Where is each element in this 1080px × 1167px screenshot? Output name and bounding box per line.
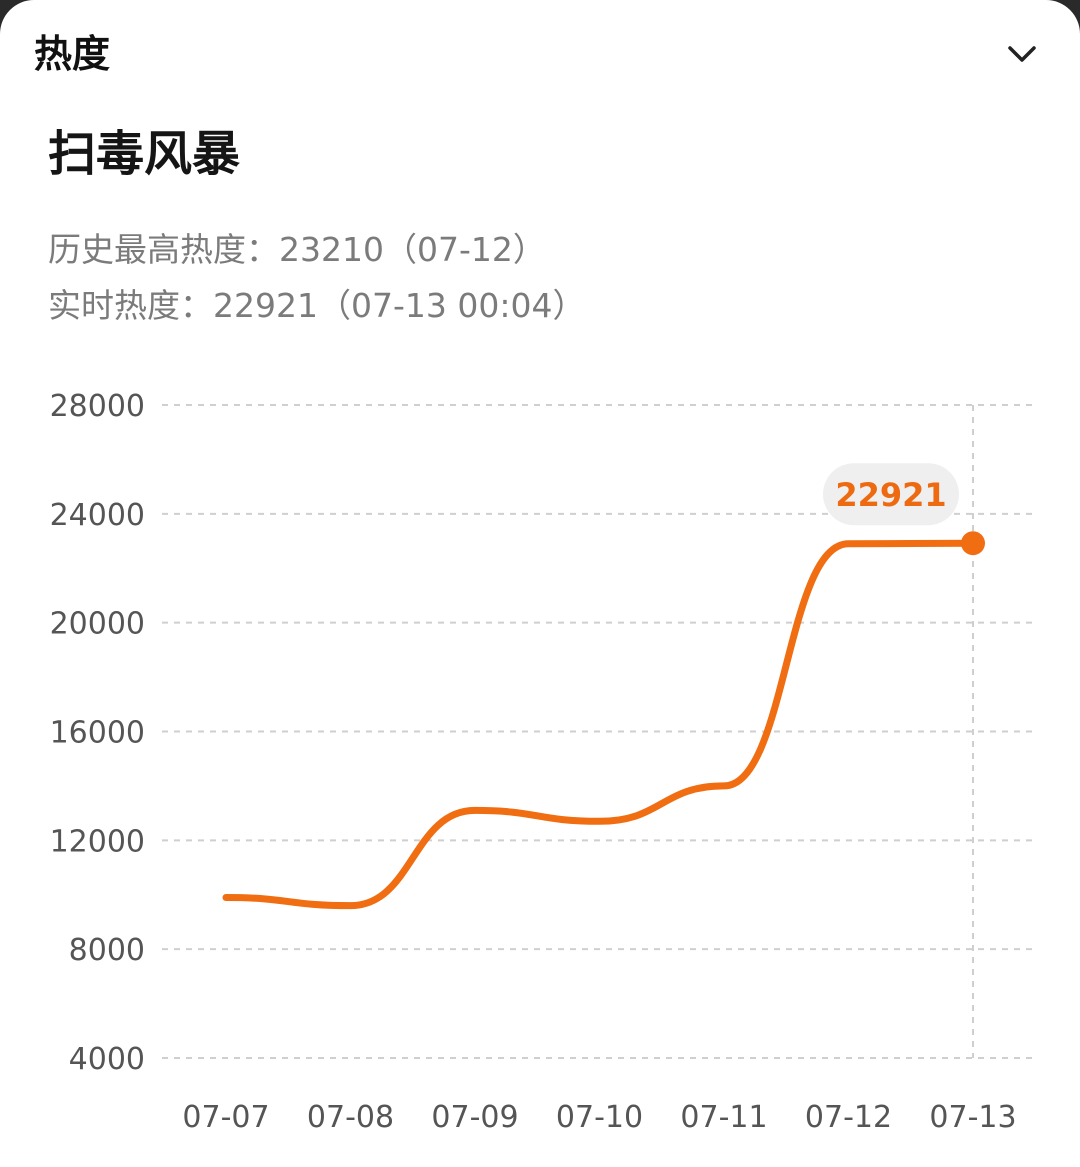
- realtime-heat-text: 实时热度：22921（07-13 00:04）: [48, 286, 586, 325]
- x-tick-label: 07-09: [431, 1100, 518, 1135]
- header-title: 热度: [34, 32, 111, 76]
- y-tick-label: 8000: [69, 933, 145, 968]
- peak-heat-text: 历史最高热度：23210（07-12）: [48, 230, 546, 269]
- y-tick-label: 4000: [69, 1042, 145, 1077]
- x-tick-label: 07-10: [556, 1100, 643, 1135]
- value-callout-label: 22921: [835, 476, 946, 514]
- y-tick-label: 20000: [50, 607, 145, 642]
- x-tick-label: 07-12: [805, 1100, 892, 1135]
- topic-title: 扫毒风暴: [48, 126, 241, 182]
- end-point-marker: [961, 531, 985, 556]
- x-tick-label: 07-08: [307, 1100, 394, 1135]
- card-header: 热度: [34, 26, 1046, 82]
- y-tick-label: 16000: [50, 716, 145, 751]
- y-tick-label: 24000: [50, 498, 145, 533]
- y-tick-label: 28000: [50, 389, 145, 424]
- series-line: [222, 539, 977, 910]
- x-tick-label: 07-11: [680, 1100, 767, 1135]
- x-tick-label: 07-13: [929, 1100, 1016, 1135]
- x-tick-label: 07-07: [182, 1100, 269, 1135]
- chevron-down-icon[interactable]: [1004, 36, 1040, 72]
- y-tick-label: 12000: [50, 824, 145, 859]
- value-callout-bubble: [823, 463, 959, 526]
